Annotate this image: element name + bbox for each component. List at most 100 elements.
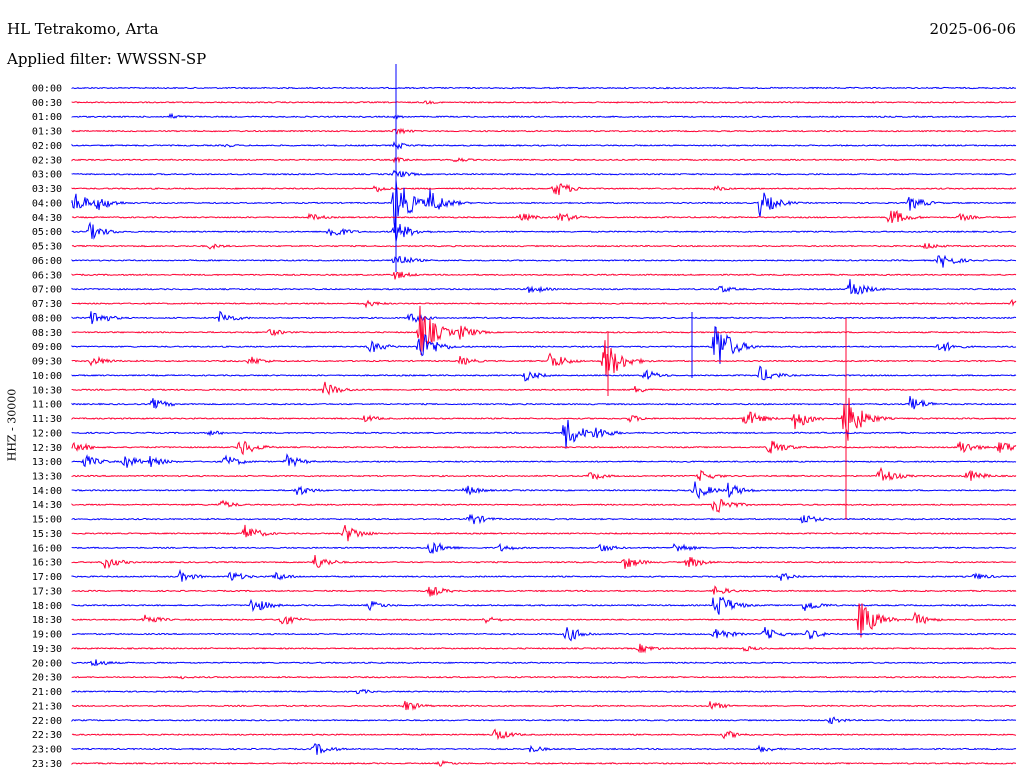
trace-line	[71, 626, 1017, 642]
time-label: 05:30	[32, 242, 62, 253]
time-label: 13:30	[32, 471, 62, 482]
trace-line	[71, 700, 1016, 711]
filter-label: Applied filter: WWSSN-SP	[7, 50, 207, 68]
time-label: 10:30	[32, 385, 62, 396]
trace-line	[71, 340, 1017, 377]
trace-line	[71, 183, 1017, 196]
time-label: 04:00	[32, 198, 62, 209]
time-label: 02:00	[32, 141, 62, 152]
trace-line	[71, 86, 1017, 90]
trace-line	[71, 397, 1017, 441]
time-label: 14:00	[32, 486, 62, 497]
trace-line	[71, 298, 1017, 309]
time-label: 12:00	[32, 428, 62, 439]
trace-line	[71, 326, 1017, 364]
time-label: 08:00	[32, 313, 62, 324]
trace-line	[71, 179, 1017, 232]
trace-line	[71, 728, 1017, 741]
time-label: 19:00	[32, 630, 62, 641]
trace-line	[71, 243, 1017, 250]
time-label: 02:30	[32, 155, 62, 166]
trace-line	[71, 127, 1017, 135]
time-label: 01:30	[32, 127, 62, 138]
trace-line	[71, 466, 1017, 482]
time-label: 00:00	[32, 84, 62, 95]
time-label: 18:00	[32, 601, 62, 612]
trace-line	[71, 513, 1017, 525]
time-label: 22:00	[32, 716, 62, 727]
time-label: 21:00	[32, 687, 62, 698]
trace-line	[71, 743, 1017, 755]
time-label: 10:00	[32, 371, 62, 382]
trace-line	[71, 603, 1017, 638]
trace-line	[71, 524, 1017, 542]
time-label: 05:00	[32, 227, 62, 238]
trace-line	[71, 100, 1016, 105]
trace-line	[71, 396, 1017, 410]
trace-line	[71, 310, 1017, 325]
trace-line	[71, 169, 1017, 178]
trace-line	[71, 688, 1017, 695]
trace-line	[71, 555, 1017, 569]
time-label: 21:30	[32, 701, 62, 712]
trace-line	[71, 585, 1017, 597]
time-label: 16:30	[32, 558, 62, 569]
time-label: 04:30	[32, 213, 62, 224]
trace-line	[71, 305, 1016, 355]
time-label: 03:00	[32, 170, 62, 181]
time-label: 12:30	[32, 443, 62, 454]
time-label: 08:30	[32, 328, 62, 339]
time-label: 00:30	[32, 98, 62, 109]
trace-line	[71, 568, 1017, 582]
time-label: 17:30	[32, 586, 62, 597]
trace-line	[71, 643, 1017, 654]
record-date: 2025-06-06	[929, 20, 1016, 38]
trace-line	[71, 453, 1017, 468]
time-label: 20:30	[32, 673, 62, 684]
trace-line	[71, 675, 1017, 680]
time-label: 23:30	[32, 759, 62, 770]
time-label: 15:30	[32, 529, 62, 540]
time-label: 22:30	[32, 730, 62, 741]
time-label: 01:00	[32, 112, 62, 123]
trace-line	[71, 659, 1017, 667]
time-label: 18:30	[32, 615, 62, 626]
time-label: 17:00	[32, 572, 62, 583]
time-label: 16:00	[32, 543, 62, 554]
time-label: 03:30	[32, 184, 62, 195]
trace-line	[71, 498, 1017, 514]
time-label: 15:00	[32, 515, 62, 526]
trace-line	[71, 440, 1017, 456]
trace-line	[71, 365, 1017, 382]
trace-line	[71, 112, 1017, 120]
time-label: 07:30	[32, 299, 62, 310]
time-label: 06:30	[32, 270, 62, 281]
trace-line	[71, 271, 1017, 280]
time-label: 06:00	[32, 256, 62, 267]
trace-line	[71, 156, 1017, 164]
trace-line	[71, 716, 1017, 725]
time-label: 07:00	[32, 285, 62, 296]
trace-line	[71, 279, 1017, 295]
trace-line	[71, 381, 1017, 396]
trace-line	[71, 210, 1017, 224]
time-label: 20:00	[32, 658, 62, 669]
trace-line	[71, 759, 1016, 767]
trace-line	[71, 419, 1017, 449]
trace-line	[71, 254, 1017, 268]
time-label: 09:30	[32, 357, 62, 368]
time-label: 11:30	[32, 414, 62, 425]
time-label: 11:00	[32, 400, 62, 411]
time-label: 23:00	[32, 745, 62, 756]
trace-line	[71, 221, 1017, 242]
trace-line	[71, 541, 1017, 554]
time-label: 09:00	[32, 342, 62, 353]
trace-line	[71, 481, 1017, 500]
trace-line	[71, 140, 1017, 151]
time-label: 19:30	[32, 644, 62, 655]
time-label: 13:00	[32, 457, 62, 468]
time-label: 14:30	[32, 500, 62, 511]
station-title: HL Tetrakomo, Arta	[7, 20, 159, 38]
trace-line	[71, 596, 1017, 615]
